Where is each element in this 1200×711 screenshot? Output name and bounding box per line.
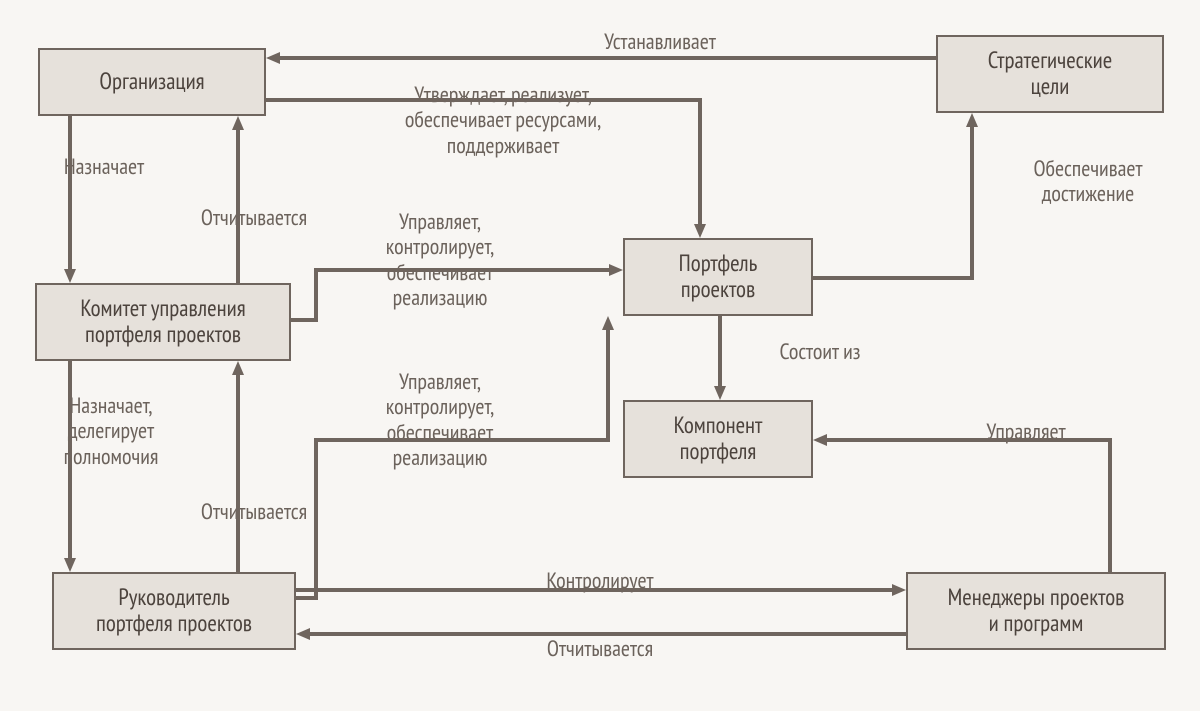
edge-label-reports1: Отчитывается <box>174 206 334 231</box>
node-label: Комитет управления портфеля проектов <box>80 296 245 349</box>
edge-label-ensures: Обеспечивает достижение <box>988 157 1188 208</box>
node-head: Руководитель портфеля проектов <box>52 572 296 650</box>
edge-label-manages1: Управляет, контролирует, обеспечивает ре… <box>340 210 540 311</box>
edge-label-consists: Состоит из <box>740 340 900 365</box>
node-label: Организация <box>99 69 204 95</box>
edge-label-appoints2: Назначает, делегирует полномочия <box>26 394 196 470</box>
edge-label-manages2: Управляет, контролирует, обеспечивает ре… <box>340 370 540 471</box>
node-label: Менеджеры проектов и программ <box>948 585 1125 638</box>
node-portfolio: Портфель проектов <box>623 238 813 316</box>
node-organization: Организация <box>38 48 266 116</box>
node-label: Стратегические цели <box>988 48 1113 101</box>
edge-label-appoints1: Назначает <box>34 155 174 180</box>
edge-label-manages3: Управляет <box>946 420 1106 445</box>
node-label: Портфель проектов <box>679 251 758 304</box>
edge-label-reports3: Отчитывается <box>500 637 700 662</box>
edge-label-approves: Утверждает, реализует, обеспечивает ресу… <box>338 83 668 159</box>
edge-label-controls: Контролирует <box>500 569 700 594</box>
node-label: Руководитель портфеля проектов <box>96 585 252 638</box>
node-managers: Менеджеры проектов и программ <box>906 572 1166 650</box>
edge-label-reports2: Отчитывается <box>174 500 334 525</box>
node-strategic-goals: Стратегические цели <box>936 35 1164 113</box>
edge-label-sets: Устанавливает <box>560 30 760 55</box>
node-component: Компонент портфеля <box>623 400 813 478</box>
node-label: Компонент портфеля <box>674 413 763 466</box>
node-committee: Комитет управления портфеля проектов <box>35 283 291 361</box>
